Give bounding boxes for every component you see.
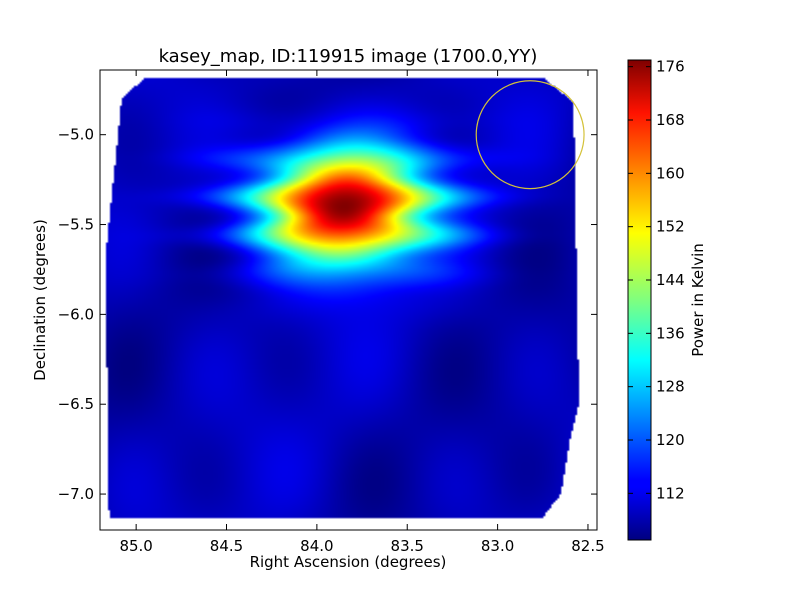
x-tick-label: 84.5 — [210, 537, 243, 555]
x-tick-label: 85.0 — [119, 537, 152, 555]
x-tick-label: 82.5 — [571, 537, 604, 555]
colorbar-ticks: 112 120 128 136 144 152 160 168 176 — [628, 58, 685, 502]
colorbar-tick-label: 128 — [656, 378, 685, 396]
y-axis-label: Declination (degrees) — [31, 219, 49, 381]
y-tick-label: −6.5 — [58, 395, 94, 413]
colorbar-gradient — [628, 60, 651, 540]
x-tick-label: 84.0 — [300, 537, 333, 555]
x-tick-label: 83.5 — [391, 537, 424, 555]
colorbar-tick-label: 160 — [656, 164, 685, 182]
x-axis-label: Right Ascension (degrees) — [250, 553, 447, 571]
y-axis-ticks: −5.0 −5.5 −6.0 −6.5 −7.0 — [58, 126, 597, 503]
x-tick-label: 83.0 — [481, 537, 514, 555]
y-tick-label: −5.5 — [58, 216, 94, 234]
circle-overlay — [475, 80, 585, 190]
plot-area: 85.0 84.5 84.0 83.5 83.0 82.5 −5.0 −5.5 −6.0 −6.… — [58, 69, 605, 555]
colorbar-tick-label: 120 — [656, 431, 685, 449]
colorbar-label: Power in Kelvin — [689, 243, 707, 357]
colorbar-frame — [627, 59, 652, 541]
colorbar-tick-label: 168 — [656, 111, 685, 129]
colorbar: 112 120 128 136 144 152 160 168 176 Power in Kel… — [627, 58, 707, 541]
colorbar-tick-label: 152 — [656, 218, 685, 236]
axes-frame — [99, 69, 598, 531]
colorbar-tick-label: 144 — [656, 271, 685, 289]
y-tick-label: −7.0 — [58, 485, 94, 503]
colorbar-tick-label: 136 — [656, 324, 685, 342]
y-tick-label: −6.0 — [58, 305, 94, 323]
x-axis-ticks: 85.0 84.5 84.0 83.5 83.0 82.5 — [119, 70, 605, 555]
heatmap-image — [100, 70, 597, 530]
colorbar-tick-label: 176 — [656, 58, 685, 76]
colorbar-tick-label: 112 — [656, 484, 685, 502]
chart-title: kasey_map, ID:119915 image (1700.0,YY) — [159, 46, 538, 67]
y-tick-label: −5.0 — [58, 126, 94, 144]
